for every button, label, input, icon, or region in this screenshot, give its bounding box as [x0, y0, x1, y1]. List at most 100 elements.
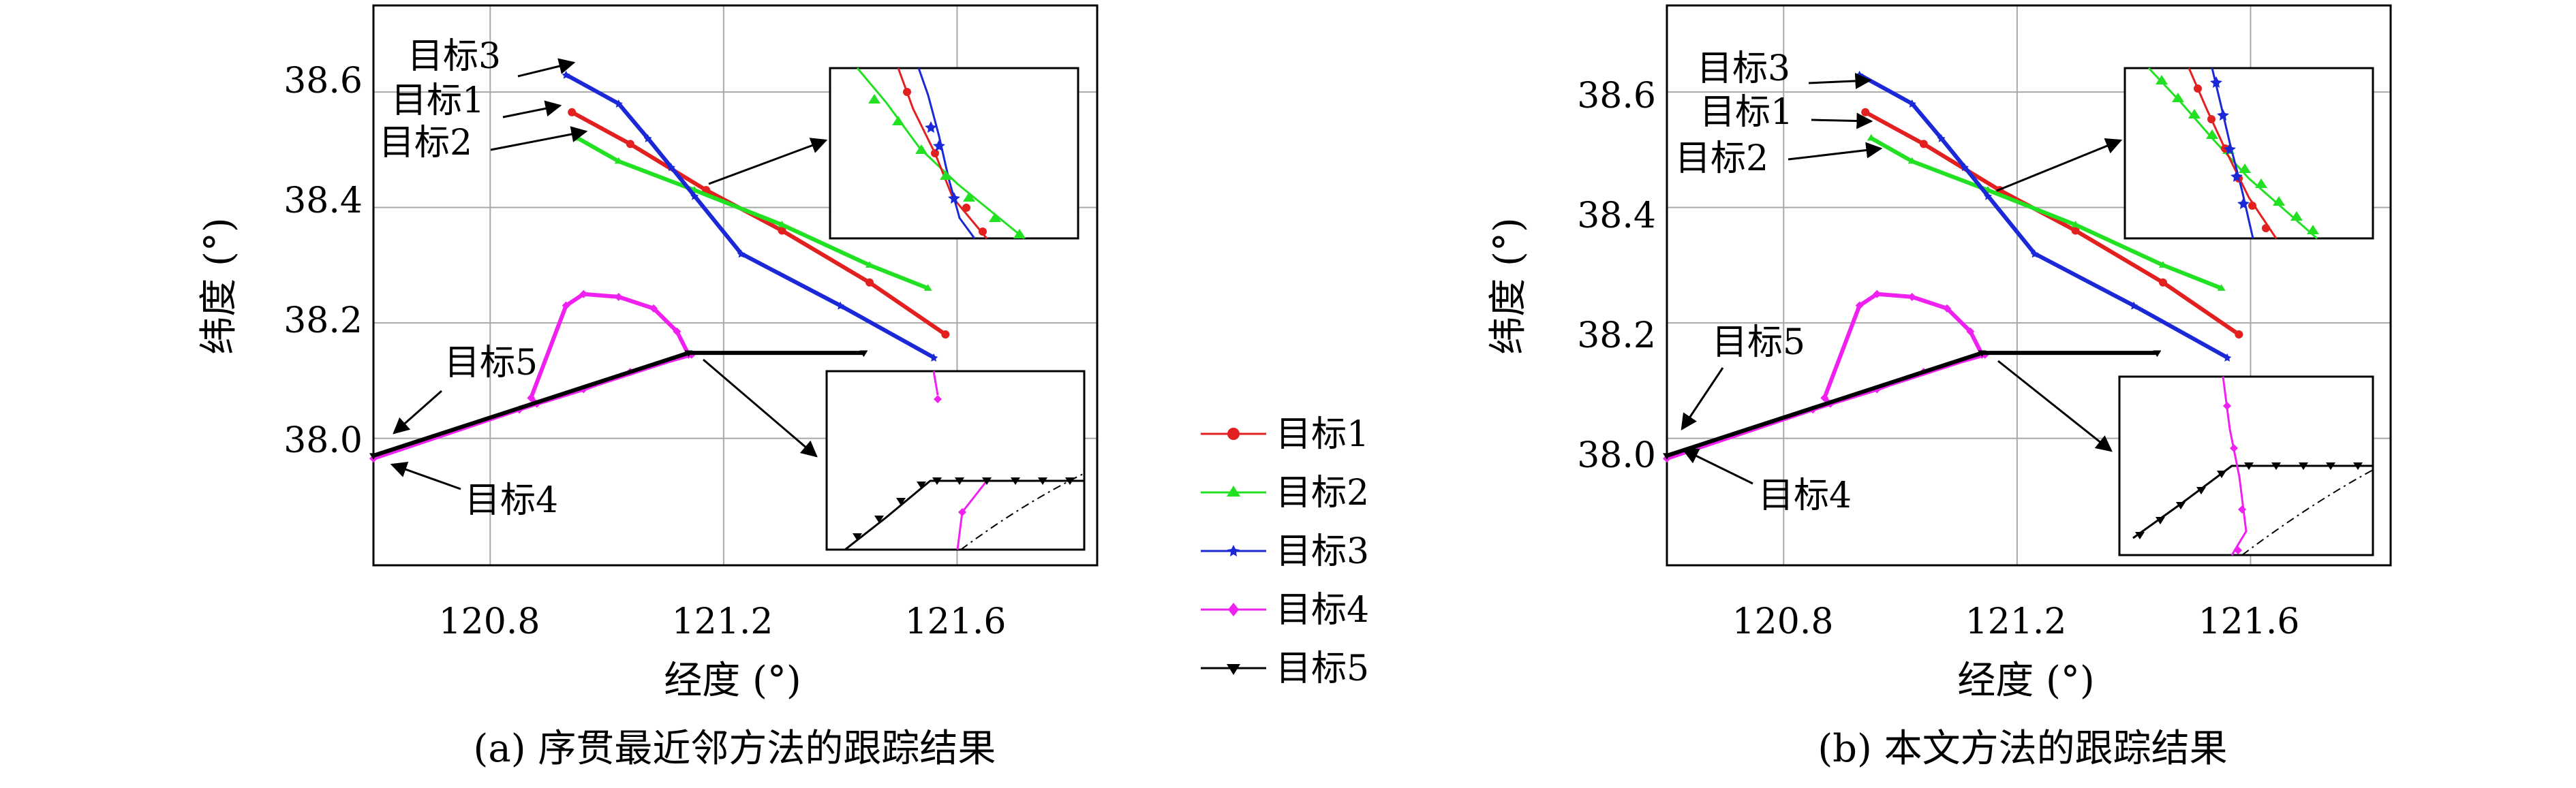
inset-line-target4: [2222, 376, 2248, 556]
data-point-target3: [930, 353, 938, 362]
data-point-target4: [1873, 289, 1882, 298]
inset-markers-target2: [2156, 75, 2319, 234]
inset-crossing-b: [2123, 67, 2374, 240]
data-point-target1: [2158, 278, 2167, 287]
annotation-arrow: [1681, 367, 1724, 430]
y-tick-label: 38.6: [283, 61, 363, 101]
data-point-target5: [859, 350, 868, 358]
data-point-target4: [673, 327, 681, 336]
legend-item-target2: 目标2: [1201, 473, 1369, 514]
data-point-target3: [614, 99, 623, 108]
data-point-target3: [1960, 163, 1969, 172]
data-point-target3: [2030, 249, 2039, 258]
series-group-b: [1663, 70, 2243, 463]
x-tick-label: 121.6: [2198, 601, 2300, 642]
inset-markers-target3: [2210, 76, 2250, 209]
series-line-target3: [565, 73, 935, 360]
legend-item-target1: 目标1: [1201, 414, 1369, 455]
data-point-target5: [1663, 453, 1671, 460]
annotation-label-target4: 目标4: [1758, 475, 1852, 516]
data-point-target3: [836, 301, 845, 310]
legend-item-target4: 目标4: [1201, 590, 1369, 631]
annotation-label-target3: 目标3: [408, 36, 501, 77]
data-point-target3: [2223, 353, 2232, 362]
data-point-target3: [1937, 133, 1946, 142]
y-tick-label: 38.2: [283, 300, 363, 341]
x-tick-label: 120.8: [439, 601, 540, 642]
inset-dashdot-curve: [960, 473, 1085, 550]
data-point-target4: [527, 394, 536, 403]
annotation-arrow: [1997, 360, 2113, 452]
data-point-target1: [568, 108, 577, 116]
annotation-label-target1: 目标1: [391, 80, 485, 121]
series-line-target5: [1666, 351, 2158, 458]
data-point-target4: [1855, 301, 1864, 310]
data-point-target1: [1919, 140, 1928, 148]
annotation-arrow: [1811, 112, 1873, 129]
annotation-label-target1: 目标1: [1700, 92, 1793, 133]
data-point-target3: [643, 133, 652, 142]
data-point-target3: [666, 163, 675, 172]
data-point-target1: [941, 330, 950, 339]
x-axis-title-a: 经度 (°): [664, 659, 801, 703]
annotation-label-target3: 目标3: [1697, 48, 1790, 89]
data-point-target3: [737, 249, 746, 258]
legend: 目标1 目标2 目标3 目标4 目标5: [1201, 414, 1369, 689]
data-point-target5: [1978, 350, 1987, 358]
annotation-arrow: [703, 358, 818, 458]
caption-a: (a) 序贯最近邻方法的跟踪结果: [474, 727, 996, 771]
data-point-target2: [1867, 133, 1875, 141]
x-tick-label: 120.8: [1732, 601, 1834, 642]
inset-markers-target3: [925, 121, 960, 204]
data-point-target4: [649, 304, 658, 313]
annotation-arrow: [1996, 138, 2123, 192]
data-point-target4: [562, 301, 570, 310]
legend-item-target3: 目标3: [1201, 531, 1369, 572]
annotation-arrow: [393, 390, 442, 435]
legend-label: 目标1: [1276, 414, 1369, 455]
y-tick-label: 38.6: [1577, 76, 1656, 116]
x-tick-label: 121.6: [905, 601, 1007, 642]
x-axis-title-b: 经度 (°): [1957, 659, 2095, 703]
y-axis-b: 38.6 38.4 38.2 38.0: [1577, 76, 1656, 476]
annotation-arrow: [708, 138, 828, 185]
x-tick-label: 121.2: [1965, 601, 2067, 642]
inset-line-target3: [917, 67, 976, 239]
data-point-target1: [1861, 108, 1870, 116]
data-point-target4: [1820, 394, 1829, 403]
data-point-target2: [2217, 284, 2226, 291]
series-line-target2: [577, 136, 929, 290]
legend-label: 目标4: [1276, 590, 1369, 631]
legend-label: 目标3: [1276, 531, 1369, 572]
y-axis-a: 38.6 38.4 38.2 38.0: [283, 61, 363, 461]
series-line-target3: [1858, 73, 2228, 360]
data-point-target2: [1907, 157, 1916, 164]
annotation-arrow: [490, 126, 588, 151]
legend-item-target5: 目标5: [1201, 648, 1369, 689]
data-point-target4: [1966, 327, 1975, 336]
data-point-target5: [369, 453, 378, 460]
data-point-target5: [2153, 350, 2162, 358]
data-point-target4: [1907, 292, 1916, 301]
series-line-target4: [1666, 291, 1986, 461]
data-point-target2: [614, 157, 623, 164]
data-point-target2: [778, 221, 786, 227]
data-point-target1: [865, 278, 874, 287]
data-point-target2: [573, 133, 582, 141]
data-point-target2: [2071, 221, 2080, 227]
annotation-arrow: [517, 58, 576, 78]
annotation-label-target5: 目标5: [1712, 322, 1805, 363]
data-point-target3: [690, 191, 699, 200]
series-line-target2: [1870, 136, 2222, 290]
inset-markers-target1: [2194, 84, 2270, 232]
annotation-label-target5: 目标5: [444, 343, 538, 383]
annotation-arrow: [1788, 142, 1883, 161]
data-point-target2: [2158, 261, 2167, 268]
inset-merge-b: [2118, 375, 2374, 556]
data-point-target3: [562, 70, 570, 79]
y-tick-label: 38.0: [283, 420, 363, 461]
annotations-b: 目标3 目标1 目标2 目标5 目标4: [1675, 48, 2123, 516]
y-axis-title-a: 纬度 (°): [197, 217, 241, 355]
data-point-target3: [1984, 191, 1993, 200]
